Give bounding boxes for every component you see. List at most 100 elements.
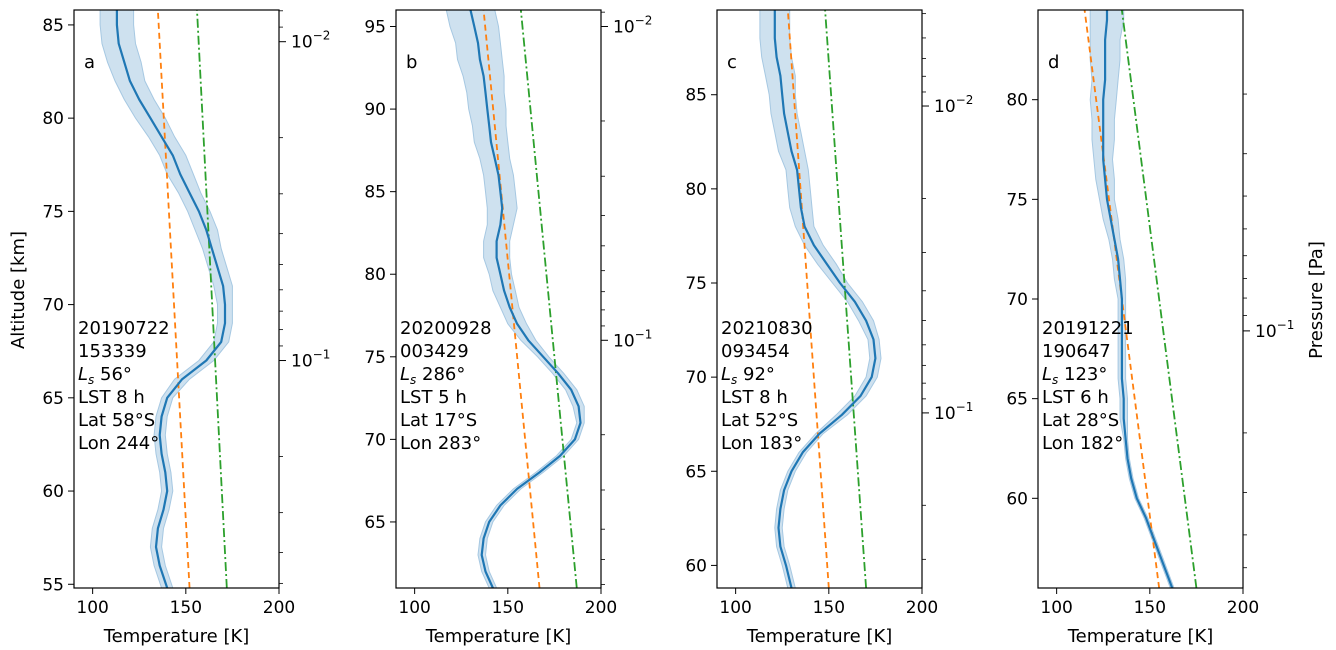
y-tick-label: 75 xyxy=(364,348,386,368)
y-tick-label: 80 xyxy=(1006,91,1028,111)
orange-dashed-line xyxy=(786,10,830,588)
orange-dashed-line xyxy=(482,10,541,588)
panel-letter: b xyxy=(406,52,417,73)
orange-dashed-line xyxy=(156,10,191,588)
y-tick-label: 75 xyxy=(1006,190,1028,210)
y-tick-label: 70 xyxy=(685,368,707,388)
observed-profile-line xyxy=(115,10,227,588)
x-axis-label: Temperature [K] xyxy=(746,626,893,647)
x-tick-label: 100 xyxy=(719,598,751,618)
pressure-tick-label: 10−2 xyxy=(613,14,652,38)
y-tick-label: 60 xyxy=(685,556,707,576)
y-tick-label: 70 xyxy=(42,296,64,316)
annotation-line: Ls 56° xyxy=(78,364,132,387)
x-tick-label: 150 xyxy=(170,598,202,618)
annotation-line: Lon 182° xyxy=(1042,433,1123,454)
y-tick-label: 70 xyxy=(364,430,386,450)
x-axis-label: Temperature [K] xyxy=(103,626,250,647)
x-tick-label: 150 xyxy=(1134,598,1166,618)
green-dashdot-line xyxy=(824,10,867,588)
pressure-tick-label: 10−1 xyxy=(934,400,973,424)
y-tick-label: 95 xyxy=(364,18,386,38)
panel-letter: a xyxy=(84,52,95,73)
plot-area xyxy=(445,10,585,588)
uncertainty-band xyxy=(1089,10,1175,588)
altitude-axis-label: Altitude [km] xyxy=(8,231,29,349)
annotation-line: Lon 183° xyxy=(721,433,802,454)
observed-profile-line xyxy=(1102,10,1174,588)
y-tick-label: 55 xyxy=(42,575,64,595)
pressure-axis-label: Pressure [Pa] xyxy=(1306,241,1327,359)
x-tick-label: 100 xyxy=(76,598,108,618)
annotation-line: Ls 92° xyxy=(721,364,775,387)
y-tick-label: 75 xyxy=(42,202,64,222)
panel-a: 100 150 200 Temperature [K] 55 60 65 70 75 80 85 10… xyxy=(42,9,330,647)
annotation-line: 190647 xyxy=(1042,341,1111,362)
panel-b: 100 150 200 Temperature [K] 65 70 75 80 85 90 95 10… xyxy=(364,9,652,647)
y-tick-label: 85 xyxy=(685,86,707,106)
annotation-line: Lat 52°S xyxy=(721,410,798,431)
pressure-tick-label: 10−1 xyxy=(1255,318,1294,342)
plot-area xyxy=(99,10,233,588)
uncertainty-band xyxy=(445,10,585,588)
pressure-tick-label: 10−1 xyxy=(613,327,652,351)
annotation-line: 20191221 xyxy=(1042,318,1134,339)
annotation-line: 20200928 xyxy=(400,318,492,339)
annotation-line: Lat 17°S xyxy=(400,410,477,431)
pressure-tick-label: 10−1 xyxy=(291,348,330,372)
green-dashdot-line xyxy=(196,10,228,588)
y-tick-label: 85 xyxy=(42,16,64,36)
y-tick-label: 60 xyxy=(42,482,64,502)
green-dashdot-line xyxy=(519,10,578,588)
axes-frame xyxy=(716,9,923,589)
x-axis-label: Temperature [K] xyxy=(425,626,572,647)
pressure-tick-label: 10−2 xyxy=(291,29,330,53)
annotation-line: Ls 286° xyxy=(400,364,465,387)
y-tick-label: 60 xyxy=(1006,489,1028,509)
x-tick-label: 100 xyxy=(398,598,430,618)
plot-area xyxy=(1083,10,1198,588)
annotation-line: 093454 xyxy=(721,341,790,362)
x-tick-label: 100 xyxy=(1040,598,1072,618)
axes-frame xyxy=(395,9,602,589)
x-axis-label: Temperature [K] xyxy=(1067,626,1214,647)
annotation-line: LST 8 h xyxy=(78,387,145,408)
y-tick-label: 70 xyxy=(1006,290,1028,310)
annotation-line: Lat 58°S xyxy=(78,410,155,431)
plot-area xyxy=(759,10,882,588)
y-tick-label: 85 xyxy=(364,183,386,203)
x-tick-label: 200 xyxy=(263,598,295,618)
x-tick-label: 200 xyxy=(585,598,617,618)
green-dashdot-line xyxy=(1120,10,1198,588)
x-tick-label: 150 xyxy=(813,598,845,618)
panel-letter: d xyxy=(1048,52,1059,73)
annotation-line: LST 8 h xyxy=(721,387,788,408)
y-tick-label: 65 xyxy=(1006,390,1028,410)
panel-letter: c xyxy=(727,52,737,73)
annotation-line: 20190722 xyxy=(78,318,170,339)
annotation-line: Lat 28°S xyxy=(1042,410,1119,431)
annotation-line: LST 5 h xyxy=(400,387,467,408)
annotation-line: Ls 123° xyxy=(1042,364,1107,387)
x-tick-label: 200 xyxy=(906,598,938,618)
y-tick-label: 65 xyxy=(685,462,707,482)
y-tick-label: 80 xyxy=(364,265,386,285)
uncertainty-band xyxy=(759,10,882,588)
annotation-line: Lon 244° xyxy=(78,433,159,454)
y-tick-label: 65 xyxy=(364,513,386,533)
y-tick-label: 80 xyxy=(685,180,707,200)
axes-frame xyxy=(73,9,280,589)
y-tick-label: 90 xyxy=(364,100,386,120)
annotation-line: LST 6 h xyxy=(1042,387,1109,408)
annotation-line: 003429 xyxy=(400,341,469,362)
pressure-tick-label: 10−2 xyxy=(934,93,973,117)
x-tick-label: 200 xyxy=(1227,598,1259,618)
panel-d: 100 150 200 Temperature [K] 60 65 70 75 80 10−1 d 2… xyxy=(1006,9,1294,647)
annotation-line: 20210830 xyxy=(721,318,813,339)
annotation-line: Lon 283° xyxy=(400,433,481,454)
y-tick-label: 65 xyxy=(42,389,64,409)
panel-c: 100 150 200 Temperature [K] 60 65 70 75 80 85 10−2… xyxy=(685,9,973,647)
y-tick-label: 75 xyxy=(685,274,707,294)
annotation-line: 153339 xyxy=(78,341,147,362)
